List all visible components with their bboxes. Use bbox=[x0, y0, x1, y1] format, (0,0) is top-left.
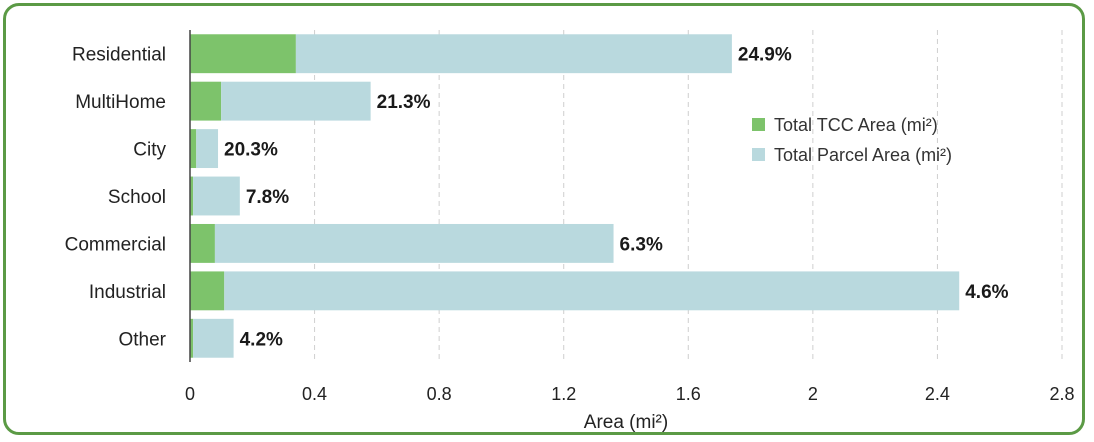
x-tick-label: 2 bbox=[808, 384, 818, 404]
category-label: City bbox=[133, 140, 166, 161]
bar-parcel-area bbox=[193, 318, 234, 358]
x-tick-label: 0.8 bbox=[427, 384, 452, 404]
category-label: MultiHome bbox=[75, 92, 166, 113]
chart-frame bbox=[3, 3, 1085, 435]
legend-swatch bbox=[752, 118, 765, 131]
x-tick-label: 2.4 bbox=[925, 384, 950, 404]
bar-tcc-area bbox=[190, 34, 296, 74]
bar-tcc-area bbox=[190, 271, 225, 311]
bar-parcel-area bbox=[214, 223, 614, 263]
bar-tcc-area bbox=[190, 129, 197, 169]
x-tick-label: 1.6 bbox=[676, 384, 701, 404]
bar-parcel-area bbox=[295, 34, 732, 74]
legend-label: Total TCC Area (mi²) bbox=[774, 115, 938, 135]
category-label: Industrial bbox=[89, 282, 166, 303]
x-tick-label: 1.2 bbox=[551, 384, 576, 404]
bar-value-label: 20.3% bbox=[224, 140, 278, 161]
bar-value-label: 4.6% bbox=[965, 282, 1008, 303]
bar-parcel-area bbox=[221, 81, 371, 121]
legend-label: Total Parcel Area (mi²) bbox=[774, 145, 952, 165]
category-label: Residential bbox=[72, 45, 166, 66]
bar-parcel-area bbox=[196, 129, 219, 169]
bar-value-label: 21.3% bbox=[377, 92, 431, 113]
x-tick-label: 0.4 bbox=[302, 384, 327, 404]
bar-parcel-area bbox=[193, 176, 240, 216]
category-label: Other bbox=[118, 329, 166, 350]
category-label: School bbox=[108, 187, 166, 208]
x-axis-title: Area (mi²) bbox=[584, 412, 668, 433]
legend: Total TCC Area (mi²) Total Parcel Area (m… bbox=[752, 115, 952, 165]
category-label: Commercial bbox=[65, 234, 166, 255]
bar-tcc-area bbox=[190, 318, 194, 358]
x-tick-label: 2.8 bbox=[1049, 384, 1074, 404]
bar-value-label: 7.8% bbox=[246, 187, 289, 208]
bar-value-label: 4.2% bbox=[240, 329, 283, 350]
bar-tcc-area bbox=[190, 176, 194, 216]
x-tick-label: 0 bbox=[185, 384, 195, 404]
bar-tcc-area bbox=[190, 81, 222, 121]
bar-value-label: 24.9% bbox=[738, 45, 792, 66]
bar-tcc-area bbox=[190, 223, 215, 263]
legend-swatch bbox=[752, 148, 765, 161]
bar-parcel-area bbox=[224, 271, 960, 311]
bar-value-label: 6.3% bbox=[620, 234, 663, 255]
